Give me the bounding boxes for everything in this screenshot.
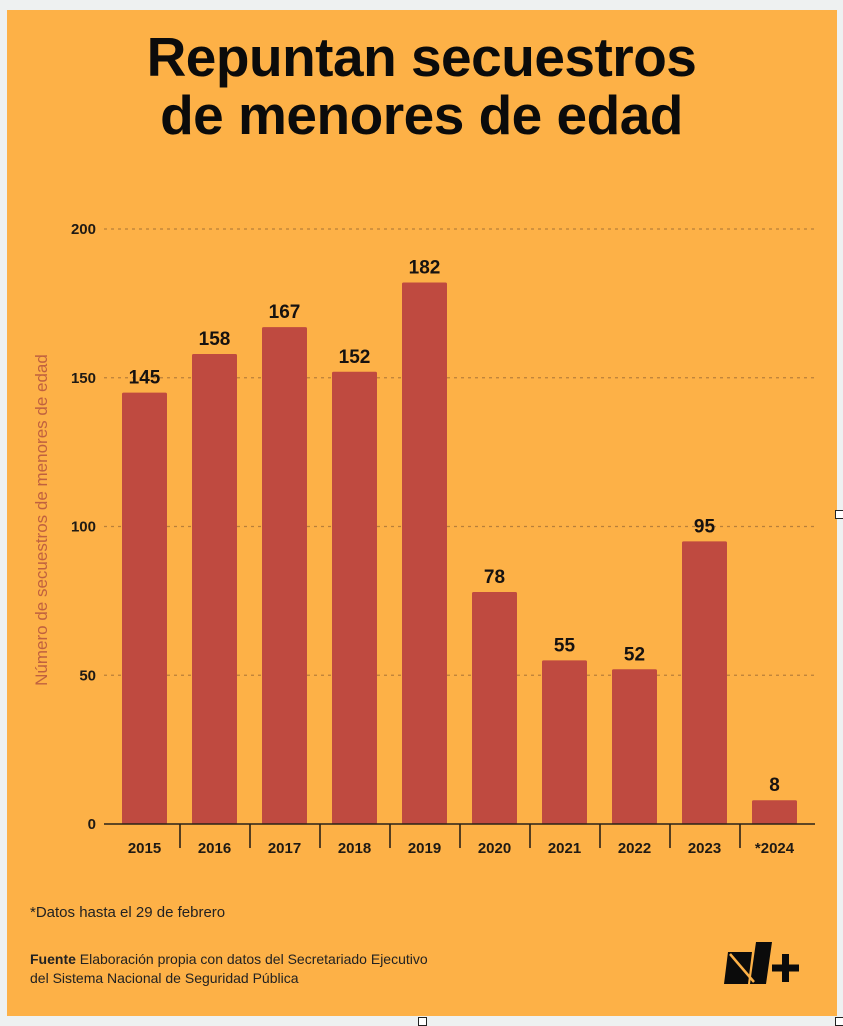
x-tick-label: 2023 xyxy=(688,840,721,857)
bar xyxy=(542,660,587,824)
data-label: 182 xyxy=(409,258,441,279)
data-label: 158 xyxy=(199,329,231,350)
x-axis xyxy=(104,823,815,848)
y-tick-label: 0 xyxy=(88,816,96,833)
source-label: Fuente xyxy=(30,951,76,967)
chart-title: Repuntan secuestros de menores de edad xyxy=(0,28,843,144)
data-label: 78 xyxy=(484,567,505,588)
data-label: 95 xyxy=(694,516,716,537)
bar xyxy=(612,669,657,824)
bar xyxy=(472,591,517,824)
x-tick-label: 2018 xyxy=(338,840,371,857)
x-tick-label: 2019 xyxy=(408,840,441,857)
bar xyxy=(262,327,307,824)
chart-title-line-2: de menores de edad xyxy=(160,84,683,146)
source-text-line-2: del Sistema Nacional de Seguridad Públic… xyxy=(30,970,299,986)
data-label: 152 xyxy=(339,347,371,368)
bar xyxy=(752,800,797,824)
x-tick-label: 2016 xyxy=(198,840,231,857)
x-tick-label: 2020 xyxy=(478,840,511,857)
x-tick-label: *2024 xyxy=(755,840,795,857)
source-text-line-1: Elaboración propia con datos del Secreta… xyxy=(79,951,428,967)
y-tick-label: 50 xyxy=(79,667,96,684)
footnote: *Datos hasta el 29 de febrero xyxy=(30,904,226,921)
data-label: 8 xyxy=(769,775,780,796)
n-plus-logo-icon xyxy=(724,942,799,984)
y-tick-label: 150 xyxy=(71,370,96,387)
bar xyxy=(192,353,237,824)
bars xyxy=(122,282,797,824)
data-label: 145 xyxy=(129,368,161,389)
x-tick-label: 2015 xyxy=(128,840,161,857)
bar-chart: 0 50 100 150 200 145 158 167 152 182 78 55 52 95 8 20… xyxy=(71,221,815,857)
data-label: 52 xyxy=(624,644,645,665)
x-tick-label: 2021 xyxy=(548,840,581,857)
data-labels: 145 158 167 152 182 78 55 52 95 8 xyxy=(129,258,780,797)
y-tick-label: 100 xyxy=(71,519,96,536)
y-tick-label: 200 xyxy=(71,221,96,238)
resize-handle-bottom[interactable] xyxy=(418,1017,427,1026)
x-tick-label: 2022 xyxy=(618,840,651,857)
data-label: 55 xyxy=(554,635,576,656)
data-label: 167 xyxy=(269,302,301,323)
resize-handle-right[interactable] xyxy=(835,510,843,519)
chart-title-line-1: Repuntan secuestros xyxy=(146,26,697,88)
bar xyxy=(682,541,727,824)
x-tick-labels: 2015 2016 2017 2018 2019 2020 2021 2022 2023 *202… xyxy=(128,840,795,857)
bar xyxy=(402,282,447,824)
resize-handle-corner[interactable] xyxy=(835,1017,843,1026)
bar xyxy=(332,371,377,824)
x-tick-label: 2017 xyxy=(268,840,301,857)
y-tick-labels: 0 50 100 150 200 xyxy=(71,221,96,833)
bar xyxy=(122,392,167,824)
source-credit: Fuente Elaboración propia con datos del … xyxy=(30,950,428,988)
